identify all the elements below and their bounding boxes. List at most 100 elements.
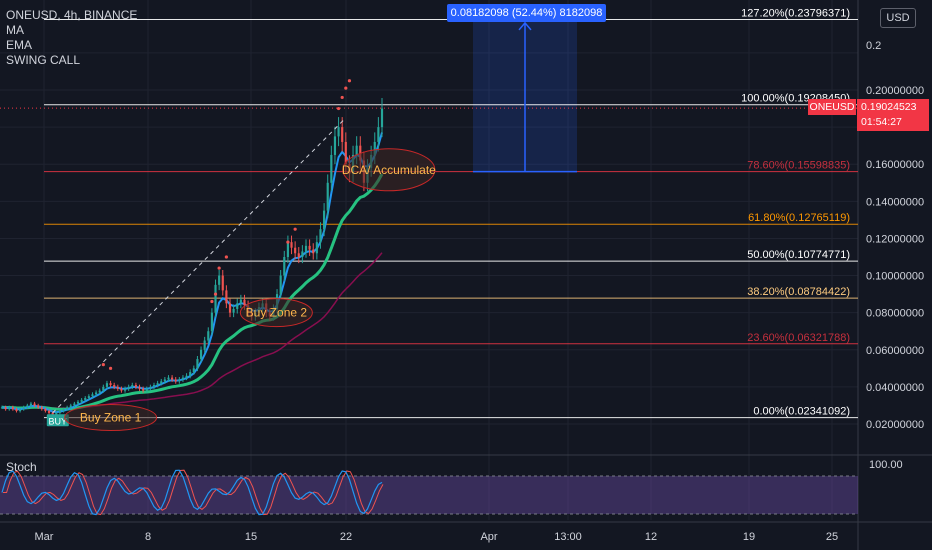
candle-body xyxy=(145,388,148,391)
candle-body xyxy=(127,386,130,389)
stoch-d-line xyxy=(3,469,384,516)
candle-body xyxy=(326,182,329,211)
y-tick-label: 0.2 xyxy=(866,40,881,52)
fib-label: 23.60%(0.06321788) xyxy=(747,332,850,344)
candle-body xyxy=(315,242,318,254)
candle-body xyxy=(377,127,380,142)
candle-body xyxy=(69,405,72,408)
candle-body xyxy=(160,381,163,384)
currency-button[interactable]: USD xyxy=(880,8,916,28)
candle-body xyxy=(279,275,282,295)
stoch-axis-label: 100.00 xyxy=(869,459,903,471)
candle-body xyxy=(134,385,137,387)
candle-body xyxy=(301,251,304,257)
candle-body xyxy=(142,388,145,391)
swing-dot xyxy=(210,299,214,304)
candle-body xyxy=(199,349,203,360)
indicator-ma[interactable]: MA xyxy=(6,23,24,37)
candle-body xyxy=(80,399,83,402)
candle-body xyxy=(297,253,300,257)
measure-arrow-head xyxy=(518,21,532,31)
swing-signals: BUY xyxy=(46,79,352,427)
swing-dot xyxy=(336,106,341,111)
swing-dot xyxy=(108,366,113,370)
candle-body xyxy=(116,386,119,389)
indicator-ema[interactable]: EMA xyxy=(6,38,33,52)
buy-signal-text: BUY xyxy=(49,416,68,426)
candle-body xyxy=(109,383,112,386)
candle-body xyxy=(15,409,18,412)
candle-body xyxy=(203,340,206,350)
candle-body xyxy=(131,385,134,387)
measure-label: 0.08182098 (52.44%) 8182098 xyxy=(447,4,606,22)
last-price-symbol: ONEUSD xyxy=(808,99,856,115)
candle-body xyxy=(44,409,47,412)
candle-body xyxy=(84,398,87,400)
candle-body xyxy=(196,359,199,369)
candle-body xyxy=(163,379,166,382)
candle-body xyxy=(22,407,25,410)
x-tick-label: 13:00 xyxy=(554,531,582,543)
candle-body xyxy=(51,412,54,415)
candle-body xyxy=(102,386,105,391)
x-tick-label: Apr xyxy=(480,531,497,543)
candle-body xyxy=(218,275,221,285)
candle-body xyxy=(330,154,333,183)
swing-dot xyxy=(217,266,221,270)
candle-body xyxy=(236,303,239,309)
buy-signal-badge xyxy=(46,414,69,427)
candle-body xyxy=(8,407,11,410)
stoch-label[interactable]: Stoch xyxy=(6,460,37,474)
y-tick-label: 0.12000000 xyxy=(866,233,924,245)
candle-body xyxy=(239,299,242,304)
candle-body xyxy=(174,379,177,382)
annotation-text: DCA/ Accumulate xyxy=(342,163,436,177)
annotation-text: Buy Zone 2 xyxy=(246,306,308,320)
indicator-swing-call[interactable]: SWING CALL xyxy=(6,53,81,67)
fib-label: 0.00%(0.02341092) xyxy=(753,406,850,418)
x-tick-label: Mar xyxy=(35,531,54,543)
candle-body xyxy=(232,308,235,313)
candle-body xyxy=(113,385,116,387)
candle-body xyxy=(66,407,69,410)
annotation-ellipse xyxy=(342,148,436,192)
stoch-band xyxy=(0,476,858,514)
candle-body xyxy=(207,331,210,341)
candle-body xyxy=(344,141,347,165)
y-tick-label: 0.02000000 xyxy=(866,419,924,431)
candle-body xyxy=(149,386,152,389)
fib-label: 61.80%(0.12765119) xyxy=(748,212,850,224)
x-tick-label: 22 xyxy=(340,531,352,543)
annotations: Buy Zone 1 Buy Zone 2 DCA/ Accumulate xyxy=(64,148,436,432)
candle-body xyxy=(91,394,94,397)
candle-body xyxy=(290,242,293,248)
swing-dot xyxy=(224,255,228,259)
candle-body xyxy=(138,386,141,389)
symbol-title[interactable]: ONEUSD, 4h, BINANCE xyxy=(6,8,138,22)
candle-body xyxy=(192,368,195,373)
y-tick-label: 0.08000000 xyxy=(866,308,924,320)
swing-dot xyxy=(344,86,348,90)
candle-body xyxy=(294,247,297,254)
candle-body xyxy=(355,145,358,155)
candle-body xyxy=(189,372,192,376)
y-tick-label: 0.14000000 xyxy=(866,196,924,208)
candle-body xyxy=(304,245,308,252)
candle-body xyxy=(312,249,315,254)
candle-body xyxy=(47,411,51,413)
time-axis[interactable]: Mar 8 15 22 Apr 13:00 12 19 25 xyxy=(0,521,932,543)
swing-dot xyxy=(213,292,218,296)
candle-body xyxy=(323,210,326,230)
y-tick-label: 0.04000000 xyxy=(866,382,924,394)
candle-body xyxy=(210,312,213,332)
stoch-k-line xyxy=(1,469,383,516)
x-tick-label: 25 xyxy=(826,531,838,543)
fib-label: 78.60%(0.15598835) xyxy=(747,160,850,172)
annotation-ellipse xyxy=(239,298,313,328)
candle-body xyxy=(95,392,98,395)
annotation-text: Buy Zone 1 xyxy=(80,411,142,425)
stoch-pane: 100.00 xyxy=(0,459,903,516)
candle-body xyxy=(308,245,311,250)
candle-body xyxy=(380,108,384,128)
